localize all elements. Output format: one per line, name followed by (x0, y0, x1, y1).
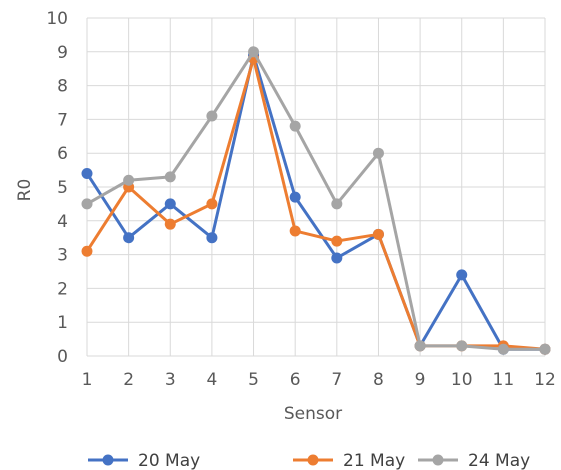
x-axis-title: Sensor (284, 404, 342, 424)
series-line (85, 57, 546, 351)
x-tick-label: 3 (165, 370, 176, 390)
data-point (123, 174, 135, 186)
y-tick-label: 0 (57, 347, 68, 367)
y-tick-label: 1 (57, 313, 68, 333)
y-tick-label: 7 (57, 110, 68, 130)
series-3 (81, 46, 551, 355)
data-point (289, 120, 301, 132)
x-tick-label: 8 (373, 370, 384, 390)
y-tick-label: 2 (57, 279, 68, 299)
data-point (539, 343, 551, 355)
x-tick-label: 7 (331, 370, 342, 390)
series (81, 46, 551, 355)
x-tick-label: 11 (493, 370, 515, 390)
data-point (414, 340, 426, 352)
y-axis-title: R0 (15, 179, 35, 202)
legend-marker (307, 454, 319, 466)
data-point (372, 147, 384, 159)
data-point (81, 198, 93, 210)
data-point (206, 198, 218, 210)
x-tick-label: 12 (534, 370, 556, 390)
data-point (206, 110, 218, 122)
grid (86, 17, 546, 357)
x-tick-label: 6 (290, 370, 301, 390)
x-tick-label: 9 (415, 370, 426, 390)
data-point (331, 235, 343, 247)
legend-item: 21 May (293, 451, 405, 470)
data-point (81, 245, 93, 257)
y-tick-label: 8 (57, 77, 68, 97)
x-tick-label: 4 (206, 370, 217, 390)
y-tick-label: 10 (46, 9, 68, 29)
data-point (289, 191, 301, 203)
x-tick-label: 5 (248, 370, 259, 390)
data-point (164, 198, 176, 210)
series-line (85, 53, 545, 351)
data-point (331, 198, 343, 210)
x-axis-ticks: 1 2 3 4 5 6 7 8 9 10 11 12 (82, 370, 556, 390)
legend: 20 May 21 May 24 May (88, 451, 530, 470)
y-tick-label: 3 (57, 246, 68, 266)
data-point (206, 232, 218, 244)
data-point (164, 218, 176, 230)
legend-marker (432, 454, 444, 466)
data-point (372, 228, 384, 240)
legend-item: 24 May (418, 451, 530, 470)
data-point (248, 46, 260, 58)
data-point (456, 340, 468, 352)
y-tick-label: 4 (57, 212, 68, 232)
data-point (81, 167, 93, 179)
series-line (86, 50, 545, 351)
data-point (289, 225, 301, 237)
data-point (456, 269, 468, 281)
data-point (497, 343, 509, 355)
x-tick-label: 1 (82, 370, 93, 390)
series-1 (81, 49, 551, 355)
legend-marker (102, 454, 114, 466)
x-tick-label: 10 (451, 370, 473, 390)
data-point (331, 252, 343, 264)
x-tick-label: 2 (123, 370, 134, 390)
y-tick-label: 5 (57, 178, 68, 198)
y-tick-label: 6 (57, 144, 68, 164)
y-tick-label: 9 (57, 43, 68, 63)
legend-label: 20 May (138, 451, 200, 470)
data-point (123, 232, 135, 244)
legend-label: 24 May (468, 451, 530, 470)
y-axis-ticks: 0 1 2 3 4 5 6 7 8 9 10 (46, 9, 68, 367)
legend-item: 20 May (88, 451, 200, 470)
legend-label: 21 May (343, 451, 405, 470)
data-point (164, 171, 176, 183)
